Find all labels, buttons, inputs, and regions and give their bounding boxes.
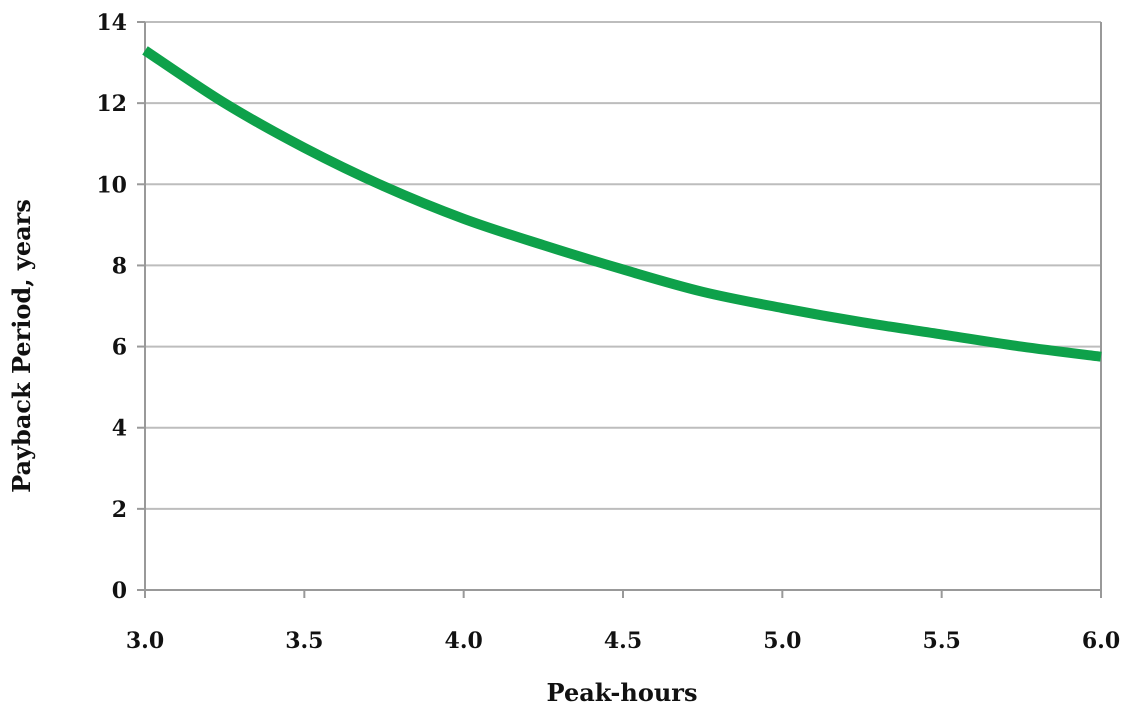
x-tick-label: 4.0 [445, 628, 483, 654]
y-tick-label: 0 [112, 578, 127, 604]
x-tick-label: 5.0 [763, 628, 801, 654]
series-layer [142, 46, 1102, 362]
tick-labels: 0 2 4 6 8 10 12 14 3.0 3.5 4.0 4.5 5.0 5.5 6.0 [96, 10, 1120, 654]
y-axis-title: Payback Period, years [7, 199, 36, 493]
y-tick-label: 8 [112, 253, 127, 279]
x-tick-label: 5.5 [923, 628, 961, 654]
y-tick-label: 14 [96, 10, 127, 36]
y-tick-label: 4 [112, 416, 127, 442]
y-tick-label: 6 [112, 335, 127, 361]
x-axis-title: Peak-hours [547, 678, 698, 707]
gridlines [145, 21, 1101, 510]
series-line-0 [142, 46, 1102, 362]
x-tick-label: 4.5 [604, 628, 642, 654]
y-tick-label: 2 [112, 497, 127, 523]
x-tick-label: 3.0 [126, 628, 164, 654]
x-tick-label: 6.0 [1082, 628, 1120, 654]
y-tick-label: 12 [96, 91, 127, 117]
axes [137, 21, 1102, 598]
x-tick-label: 3.5 [285, 628, 323, 654]
y-tick-label: 10 [96, 172, 127, 198]
